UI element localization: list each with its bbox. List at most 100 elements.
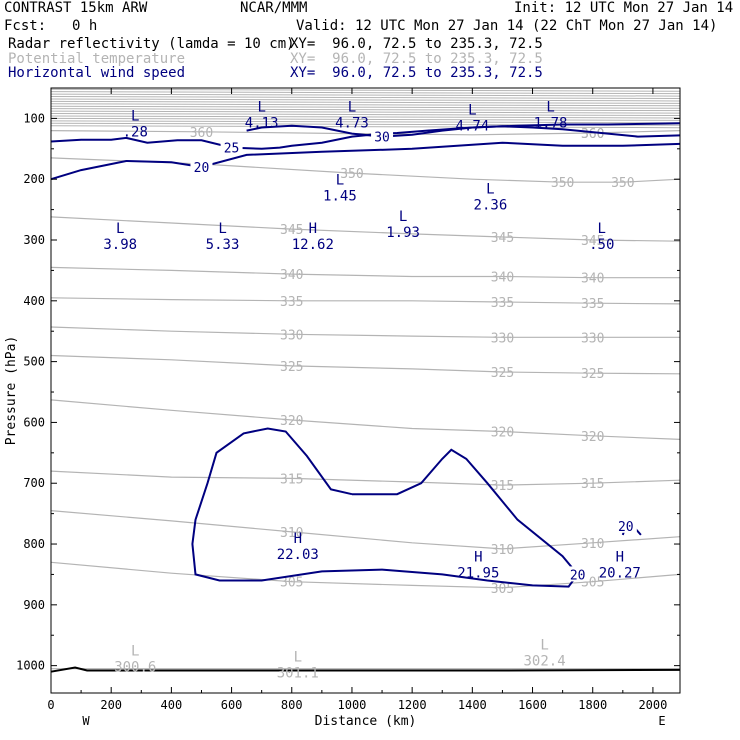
theta-contour-label: 345 — [280, 223, 303, 238]
theta-band-line — [50, 110, 681, 114]
plot-frame — [50, 87, 681, 694]
extremum-marker: L — [598, 221, 606, 237]
y-tick-label: 500 — [23, 355, 45, 369]
x-tick-label: 1600 — [518, 698, 547, 712]
extremum-marker: H — [616, 549, 624, 565]
theta-contour-label: 345 — [491, 231, 514, 246]
theta-contour — [50, 561, 681, 589]
theta-band-line — [50, 125, 681, 129]
y-axis-label: Pressure (hPa) — [4, 336, 19, 446]
theta-contour-label: 315 — [280, 472, 303, 487]
x-tick-label: 2000 — [638, 698, 667, 712]
y-tick-label: 300 — [23, 233, 45, 247]
extremum-value: 2.36 — [474, 197, 508, 213]
theta-contour — [50, 399, 681, 440]
extremum-marker: L — [336, 172, 344, 188]
extremum-marker: L — [348, 99, 356, 115]
extremum-marker: L — [486, 181, 494, 197]
theta-contour-label: 335 — [280, 295, 303, 310]
theta-band-line — [50, 105, 681, 109]
y-tick-label: 900 — [23, 598, 45, 612]
extremum-marker: L — [294, 650, 302, 666]
y-tick-label: 100 — [23, 111, 45, 125]
y-tick-label: 400 — [23, 294, 45, 308]
extremum-marker: L — [116, 221, 124, 237]
theta-contour — [50, 297, 681, 305]
theta-band-line — [50, 117, 681, 121]
theta-contour — [50, 216, 681, 242]
x-end-label-east: E — [658, 714, 665, 728]
theta-contour-label: 315 — [581, 477, 604, 492]
fcst-label: Fcst: — [4, 18, 47, 34]
x-tick-label: 400 — [161, 698, 183, 712]
wind-contour-label: 20 — [570, 568, 586, 583]
extremum-marker: H — [294, 531, 302, 547]
x-tick-label: 800 — [281, 698, 303, 712]
theta-contour — [50, 470, 681, 486]
fcst-value: 0 h — [72, 18, 98, 34]
model-title: CONTRAST 15km ARW — [4, 0, 148, 16]
x-tick-label: 1000 — [338, 698, 367, 712]
theta-contour-label: 350 — [340, 167, 363, 182]
theta-contour-label: 335 — [491, 296, 514, 311]
extremum-marker: L — [218, 221, 226, 237]
theta-contour — [50, 354, 681, 375]
extremum-value: 302.4 — [523, 653, 565, 669]
extremum-value: .28 — [123, 124, 148, 140]
theta-band-line — [50, 91, 681, 95]
wind-contour-label: 25 — [224, 142, 240, 157]
theta-contour — [50, 510, 681, 550]
theta-contour-label: 350 — [551, 176, 574, 191]
wind-label-bg — [220, 139, 243, 155]
theta-contour-label: 325 — [581, 367, 604, 382]
x-axis-label: Distance (km) — [315, 714, 417, 729]
extremum-marker: L — [131, 108, 139, 124]
theta-contour — [50, 266, 680, 279]
wind-contour — [246, 124, 681, 138]
extremum-value: .50 — [589, 237, 614, 253]
theta-contour-label: 325 — [491, 366, 514, 381]
field-reflectivity-xy: XY= 96.0, 72.5 to 235.3, 72.5 — [290, 36, 543, 52]
extremum-marker: L — [468, 102, 476, 118]
field-theta-xy: XY= 96.0, 72.5 to 235.3, 72.5 — [290, 51, 543, 67]
theta-contour-label: 305 — [280, 576, 303, 591]
theta-band-line — [50, 120, 681, 124]
wind-label-bg — [190, 159, 213, 175]
theta-contour-label: 330 — [491, 331, 514, 346]
theta-contour-label: 305 — [491, 582, 514, 597]
extremum-value: 1.93 — [386, 225, 420, 241]
field-reflectivity-name: Radar reflectivity (lamda = 10 cm) — [8, 36, 295, 52]
theta-contour-label: 330 — [280, 328, 303, 343]
y-tick-label: 200 — [23, 172, 45, 186]
wind-contour-label: 20 — [194, 161, 210, 176]
wind-label-bg — [614, 517, 637, 533]
extremum-value: 4.13 — [245, 115, 279, 131]
x-tick-label: 200 — [100, 698, 122, 712]
theta-contour-label: 325 — [280, 360, 303, 375]
init-time: Init: 12 UTC Mon 27 Jan 14 — [514, 0, 734, 16]
wind-contour — [191, 427, 579, 588]
theta-band-line — [50, 115, 681, 119]
theta-contour-label: 340 — [491, 270, 514, 285]
field-wind-xy: XY= 96.0, 72.5 to 235.3, 72.5 — [290, 65, 543, 81]
extremum-marker: L — [399, 209, 407, 225]
theta-contour-label: 310 — [491, 543, 514, 558]
theta-contour-label: 315 — [491, 479, 514, 494]
extremum-value: 301.1 — [277, 666, 319, 682]
y-tick-label: 800 — [23, 537, 45, 551]
extremum-value: 5.33 — [206, 237, 240, 253]
theta-contour-label: 310 — [581, 537, 604, 552]
theta-contour-label: 330 — [581, 331, 604, 346]
extremum-value: 22.03 — [277, 547, 319, 563]
y-tick-label: 600 — [23, 415, 45, 429]
field-wind-name: Horizontal wind speed — [8, 65, 186, 81]
extremum-value: 1.45 — [323, 188, 357, 204]
theta-band-line — [50, 96, 681, 100]
theta-contour-label: 320 — [491, 426, 514, 441]
wind-contour-label: 20 — [618, 520, 634, 535]
org-title: NCAR/MMM — [240, 0, 308, 16]
extremum-value: 21.95 — [457, 565, 499, 581]
y-tick-label: 1000 — [16, 659, 45, 673]
x-tick-label: 1400 — [458, 698, 487, 712]
extremum-value: 300.6 — [114, 660, 156, 676]
